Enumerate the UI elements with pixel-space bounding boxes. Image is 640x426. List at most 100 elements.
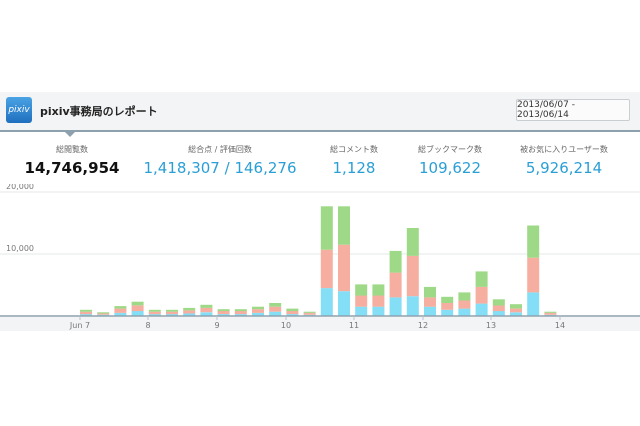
bar-segment <box>527 292 540 316</box>
stat-views[interactable]: 総閲覧数 14,746,954 <box>22 144 122 177</box>
stat-favorites[interactable]: 被お気に入りユーザー数 5,926,214 <box>508 144 620 177</box>
stat-score[interactable]: 総合点 / 評価回数 1,418,307 / 146,276 <box>140 144 300 177</box>
stat-comments[interactable]: 総コメント数 1,128 <box>312 144 396 177</box>
stat-score-value: 1,418,307 <box>143 159 220 177</box>
y-tick-label: 20,000 <box>6 184 34 191</box>
bar-segment <box>372 295 385 307</box>
bar-segment <box>527 225 540 258</box>
bar-segment <box>424 297 436 307</box>
bar-segment <box>475 286 488 304</box>
bar-segment <box>269 306 282 312</box>
stat-favorites-value: 5,926,214 <box>525 159 603 177</box>
stat-favorites-label: 被お気に入りユーザー数 <box>520 145 608 154</box>
bar-segment <box>338 244 350 292</box>
bar-segment <box>114 306 127 309</box>
bar-segment <box>148 314 161 316</box>
bar-segment <box>303 312 316 315</box>
x-tick-label: 9 <box>214 321 219 330</box>
stat-bookmarks[interactable]: 総ブックマーク数 109,622 <box>402 144 498 177</box>
bar-segment <box>286 314 299 316</box>
bar-segment <box>510 308 522 313</box>
bar-segment <box>114 312 127 316</box>
x-tick-label: 12 <box>418 321 428 330</box>
bar-segment <box>389 297 402 316</box>
bar-segment <box>510 304 522 309</box>
header-divider <box>0 130 640 132</box>
bar-segment <box>217 311 230 315</box>
x-tick-label: 8 <box>145 321 150 330</box>
bar-segment <box>234 309 247 312</box>
bar-segment <box>441 296 454 303</box>
bar-segment <box>544 311 557 313</box>
bar-segment <box>286 308 299 312</box>
bar-segment <box>424 306 436 316</box>
bar-segment <box>286 311 299 315</box>
bar-segment <box>510 312 522 316</box>
bar-segment <box>475 271 488 287</box>
stat-bookmarks-label: 総ブックマーク数 <box>418 145 482 154</box>
bar-segment <box>492 311 505 316</box>
stat-views-label: 総閲覧数 <box>56 145 88 154</box>
stat-score-label: 総合点 / 評価回数 <box>188 145 252 154</box>
bar-segment <box>217 314 230 316</box>
bar-segment <box>527 257 540 293</box>
bar-segment <box>252 312 264 316</box>
bar-segment <box>441 309 454 316</box>
bar-segment <box>475 303 488 316</box>
stacked-bar-chart: 20,000 10,000 Jun 7 8 9 10 11 12 13 14 <box>0 184 640 330</box>
bar-segment <box>372 306 385 316</box>
bar-segment <box>338 291 350 316</box>
bar-segment <box>183 310 196 314</box>
bar-segment <box>234 314 247 316</box>
bar-segment <box>355 295 368 307</box>
bar-segment <box>406 296 419 316</box>
bar-segment <box>97 313 110 315</box>
pixiv-logo-text: pixiv <box>8 105 30 115</box>
bar-segment <box>252 306 264 310</box>
bar-segment <box>252 309 264 313</box>
bar-segment <box>131 301 144 306</box>
stat-rating-count-value: 146,276 <box>234 159 297 177</box>
bar-segment <box>355 284 368 296</box>
bar-segment <box>355 306 368 316</box>
bar-segment <box>166 309 178 312</box>
active-stat-indicator <box>64 131 76 137</box>
bar-segment <box>338 206 350 245</box>
bar-segment <box>303 311 316 313</box>
bar-segment <box>183 307 196 311</box>
bar-segment <box>458 292 471 301</box>
bar-segment <box>131 305 144 312</box>
bar-segment <box>492 305 505 312</box>
bar-segment <box>200 307 213 313</box>
bar-segment <box>389 272 402 298</box>
x-tick-label: Jun 7 <box>69 321 90 330</box>
bar-segment <box>114 308 127 313</box>
bar-segment <box>183 313 196 316</box>
bar-segment <box>320 249 333 289</box>
bar-segment <box>406 255 419 297</box>
stat-bookmarks-value: 109,622 <box>418 159 482 177</box>
date-range-text: 2013/06/07 - 2013/06/14 <box>517 100 575 120</box>
x-tick-label: 11 <box>349 321 359 330</box>
stat-comments-label: 総コメント数 <box>330 145 378 154</box>
bar-segment <box>320 288 333 316</box>
bar-segment <box>424 286 436 298</box>
bar-segment <box>166 314 178 316</box>
bar-segment <box>166 311 178 315</box>
bar-segment <box>269 311 282 316</box>
bar-segment <box>320 206 333 250</box>
x-tick-label: 10 <box>281 321 291 330</box>
bar-segment <box>441 303 454 310</box>
bar-segment <box>148 311 161 315</box>
bar-segment <box>80 311 92 315</box>
x-tick-label: 13 <box>486 321 496 330</box>
bar-segment <box>200 312 213 316</box>
bar-segment <box>544 312 557 315</box>
bar-segment <box>406 228 419 256</box>
bar-segment <box>234 311 247 315</box>
date-range-selector[interactable]: 2013/06/07 - 2013/06/14 <box>516 99 630 121</box>
x-axis-band <box>0 317 640 331</box>
pixiv-logo: pixiv <box>6 97 32 123</box>
bar-segment <box>217 309 230 312</box>
stat-score-separator: / <box>224 159 230 177</box>
